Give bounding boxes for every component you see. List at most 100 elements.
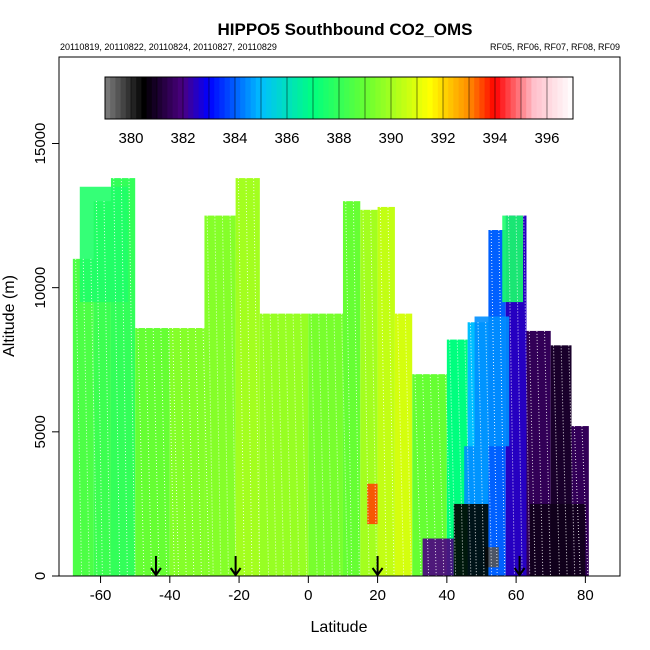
colorbar-segment [484,77,491,119]
colorbar-segment [136,77,142,119]
colorbar-segment [193,77,200,119]
profile-cell [259,313,309,576]
colorbar-tick-label: 390 [378,130,403,147]
x-tick-label: 0 [304,587,312,604]
profile-cell [72,258,94,576]
track-line [456,339,464,576]
colorbar-segment [427,77,434,119]
colorbar-tick-label: 392 [430,130,455,147]
down-arrow-icon [371,567,384,577]
colorbar-tick-label: 396 [534,130,559,147]
track-line [523,215,531,576]
colorbar-tick-label: 382 [170,130,195,147]
colorbar-segment [151,77,158,119]
colorbar-segment [183,77,189,119]
colorbar-segment [240,77,246,119]
data-layer [72,178,589,576]
colorbar-segment [469,77,475,119]
colorbar-segment [110,77,116,119]
track-line [490,229,498,576]
colorbar-segment [422,77,428,119]
colorbar-segment [510,77,517,119]
colorbar-segment [255,77,262,119]
colorbar-segment [547,77,553,119]
colorbar-segment [120,77,127,119]
colorbar-segment [146,77,153,119]
track-line [229,215,237,576]
colorbar-segment [250,77,257,119]
track-line [113,178,121,576]
track-line [507,215,515,576]
colorbar-segment [552,77,558,119]
colorbar-segment [531,77,538,119]
colorbar-segment [105,77,111,119]
colorbar-segment [219,77,226,119]
profile-cell [308,313,343,576]
track-line [477,322,485,576]
chart-subtitle-dates: 20110819, 20110822, 20110824, 20110827, … [60,42,277,52]
colorbar-segment [500,77,506,119]
colorbar-segment [396,77,402,119]
colorbar-segment [479,77,486,119]
colorbar-segment [443,77,449,119]
track-line [75,258,83,576]
colorbar-segment [391,77,397,119]
colorbar-segment [214,77,220,119]
feature-cell [453,503,489,576]
track-line [352,201,360,576]
colorbar-segment [526,77,532,119]
colorbar-segment [328,77,335,119]
colorbar-segment [229,77,236,119]
y-tick-label: 10000 [32,267,49,309]
track-line [370,209,378,576]
track-line [573,426,581,576]
track-line [214,215,222,576]
colorbar-segment [385,77,392,119]
track-line [485,322,493,576]
colorbar-segment [333,77,340,119]
feature-cell [367,483,378,525]
colorbar-segment [287,77,293,119]
colorbar-segment [359,77,366,119]
colorbar-segment [354,77,361,119]
profile-cell [377,206,395,576]
track-line [422,374,430,576]
track-line [103,201,111,576]
colorbar-segment [167,77,174,119]
colorbar-segment [323,77,330,119]
track-line [345,201,353,576]
colorbar-segment [541,77,548,119]
colorbar-segment [453,77,460,119]
colorbar: 380 382 384 386 388 390 392 394 396 [104,76,574,147]
track-line [82,258,90,576]
track-line [95,201,103,576]
x-tick-label: -40 [159,587,181,604]
x-tick-label: -20 [228,587,250,604]
track-line [237,178,245,576]
colorbar-segment [318,77,324,119]
track-line [560,345,568,576]
colorbar-segment [271,77,278,119]
x-tick-label: 40 [439,587,456,604]
feature-cell [529,503,586,576]
x-tick-label: 60 [508,587,525,604]
track-line [245,178,253,576]
colorbar-segment [401,77,408,119]
colorbar-segment [557,77,564,119]
colorbar-tick-label: 384 [222,130,247,147]
y-axis-label: Altitude (m) [1,275,18,357]
x-tick-label: -60 [90,587,112,604]
colorbar-segment [567,77,574,119]
colorbar-frame [104,76,574,120]
colorbar-segment [235,77,241,119]
track-line [553,345,561,576]
colorbar-segment [302,77,309,119]
colorbar-segment [297,77,304,119]
axes: -60 -40 -20 0 20 40 60 80 0 5000 10000 15000 [32,123,594,604]
track-line [536,330,544,576]
colorbar-segment [344,77,350,119]
track-line [128,178,136,576]
track-line [528,330,536,576]
track-line [120,178,128,576]
